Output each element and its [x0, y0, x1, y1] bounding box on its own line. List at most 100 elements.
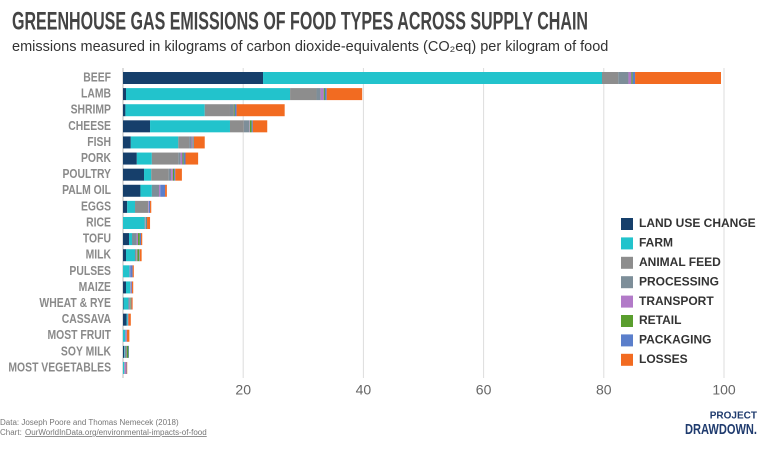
- bar-segment: [243, 120, 250, 133]
- bar-segment: [251, 120, 253, 133]
- bar-segment: [183, 152, 186, 165]
- bar-segment: [127, 313, 129, 326]
- bar-segment: [249, 120, 252, 133]
- legend-label: LAND USE CHANGE: [639, 216, 756, 230]
- y-tick-label: LAMB: [81, 87, 111, 101]
- bar-segment: [144, 168, 152, 181]
- bar-segment: [123, 152, 137, 165]
- bar-segment: [316, 88, 321, 101]
- y-tick-label: RICE: [86, 215, 111, 229]
- bar-segment: [148, 200, 149, 213]
- bar-segment: [631, 72, 633, 84]
- legend-swatch: [621, 256, 633, 269]
- y-tick-label: CASSAVA: [62, 312, 112, 326]
- bar-segment: [123, 297, 124, 310]
- bar-segment: [135, 249, 137, 262]
- bar-segment: [151, 168, 169, 181]
- bar-segment: [193, 136, 205, 149]
- bar-segment: [193, 136, 194, 149]
- bar-segment: [635, 72, 721, 84]
- bar-segment: [204, 104, 230, 117]
- bar-segment: [129, 233, 133, 246]
- bar-segment: [148, 200, 151, 213]
- legend-label: PROCESSING: [639, 274, 719, 288]
- bar-segment: [233, 104, 235, 117]
- y-tick-label: MILK: [86, 248, 112, 262]
- bar-segment: [123, 136, 131, 149]
- bar-segment: [618, 72, 629, 84]
- bar-segment: [126, 345, 127, 358]
- bar-segment: [159, 184, 161, 197]
- legend-label: PACKAGING: [639, 333, 711, 347]
- bar-segment: [131, 297, 133, 310]
- bar-segment: [123, 265, 130, 278]
- bar-segment: [137, 249, 140, 262]
- legend-swatch: [621, 276, 633, 289]
- bar-segment: [123, 249, 127, 262]
- bar-segment: [130, 281, 131, 294]
- bar-segment: [128, 297, 130, 310]
- bar-segment: [175, 168, 182, 181]
- bar-segment: [123, 216, 145, 229]
- bar-segment: [252, 120, 268, 133]
- bar-segment: [145, 216, 146, 229]
- bar-segment: [123, 313, 127, 326]
- bar-segment: [124, 361, 127, 374]
- bar-segment: [123, 168, 145, 181]
- bar-segment: [129, 297, 131, 310]
- bar-segment: [136, 152, 152, 165]
- y-tick-label: EGGS: [81, 199, 111, 213]
- x-tick-label: 80: [596, 382, 612, 398]
- bar-segment: [125, 329, 127, 342]
- bar-segment: [151, 152, 179, 165]
- chart-credit-link[interactable]: OurWorldInData.org/environmental-impacts…: [25, 428, 207, 437]
- chart-title: GREENHOUSE GAS EMISSIONS OF FOOD TYPES A…: [12, 8, 588, 36]
- y-tick-label: PORK: [81, 151, 111, 165]
- y-tick-label: SOY MILK: [61, 344, 111, 358]
- legend-swatch: [621, 237, 633, 250]
- bar-segment: [129, 265, 131, 278]
- x-tick-label: 20: [235, 382, 251, 398]
- bar-segment: [290, 88, 317, 101]
- bar-segment: [229, 120, 244, 133]
- bar-segment: [324, 88, 327, 101]
- bar-segment: [132, 265, 134, 278]
- bar-segment: [178, 136, 190, 149]
- bar-segment: [141, 233, 143, 246]
- category-labels: BEEF LAMB SHRIMP CHEESE FISH PORK POULTRY PALM …: [8, 70, 111, 374]
- legend-swatch: [621, 334, 633, 347]
- x-tick-label: 100: [712, 382, 736, 398]
- bar-segment: [150, 120, 230, 133]
- y-tick-label: FISH: [87, 135, 111, 149]
- bar-segment: [140, 184, 152, 197]
- bar-segment: [326, 88, 363, 101]
- x-tick-label: 40: [356, 382, 372, 398]
- bar-segment: [182, 152, 184, 165]
- bar-segment: [128, 345, 130, 358]
- bar-segment: [128, 313, 131, 326]
- bar-segment: [145, 216, 147, 229]
- bar-segment: [144, 216, 146, 229]
- bar-segment: [139, 249, 142, 262]
- bar-segment: [147, 216, 151, 229]
- bar-segment: [123, 329, 126, 342]
- legend-label: RETAIL: [639, 313, 681, 327]
- bar-segment: [130, 297, 131, 310]
- logo-line1: PROJECT: [710, 411, 757, 422]
- bar-segment: [601, 72, 619, 84]
- legend-swatch: [621, 315, 633, 327]
- bar-segment: [172, 168, 175, 181]
- legend-label: LOSSES: [639, 352, 688, 366]
- bar-segment: [130, 281, 132, 294]
- bar-segment: [136, 249, 138, 262]
- legend-label: FARM: [639, 236, 673, 250]
- bar-segment: [165, 184, 167, 197]
- y-tick-label: BEEF: [83, 70, 111, 84]
- bar-segment: [132, 281, 134, 294]
- bar-segment: [236, 104, 285, 117]
- bar-segment: [174, 168, 176, 181]
- bar-segment: [136, 249, 137, 262]
- bar-segment: [146, 216, 148, 229]
